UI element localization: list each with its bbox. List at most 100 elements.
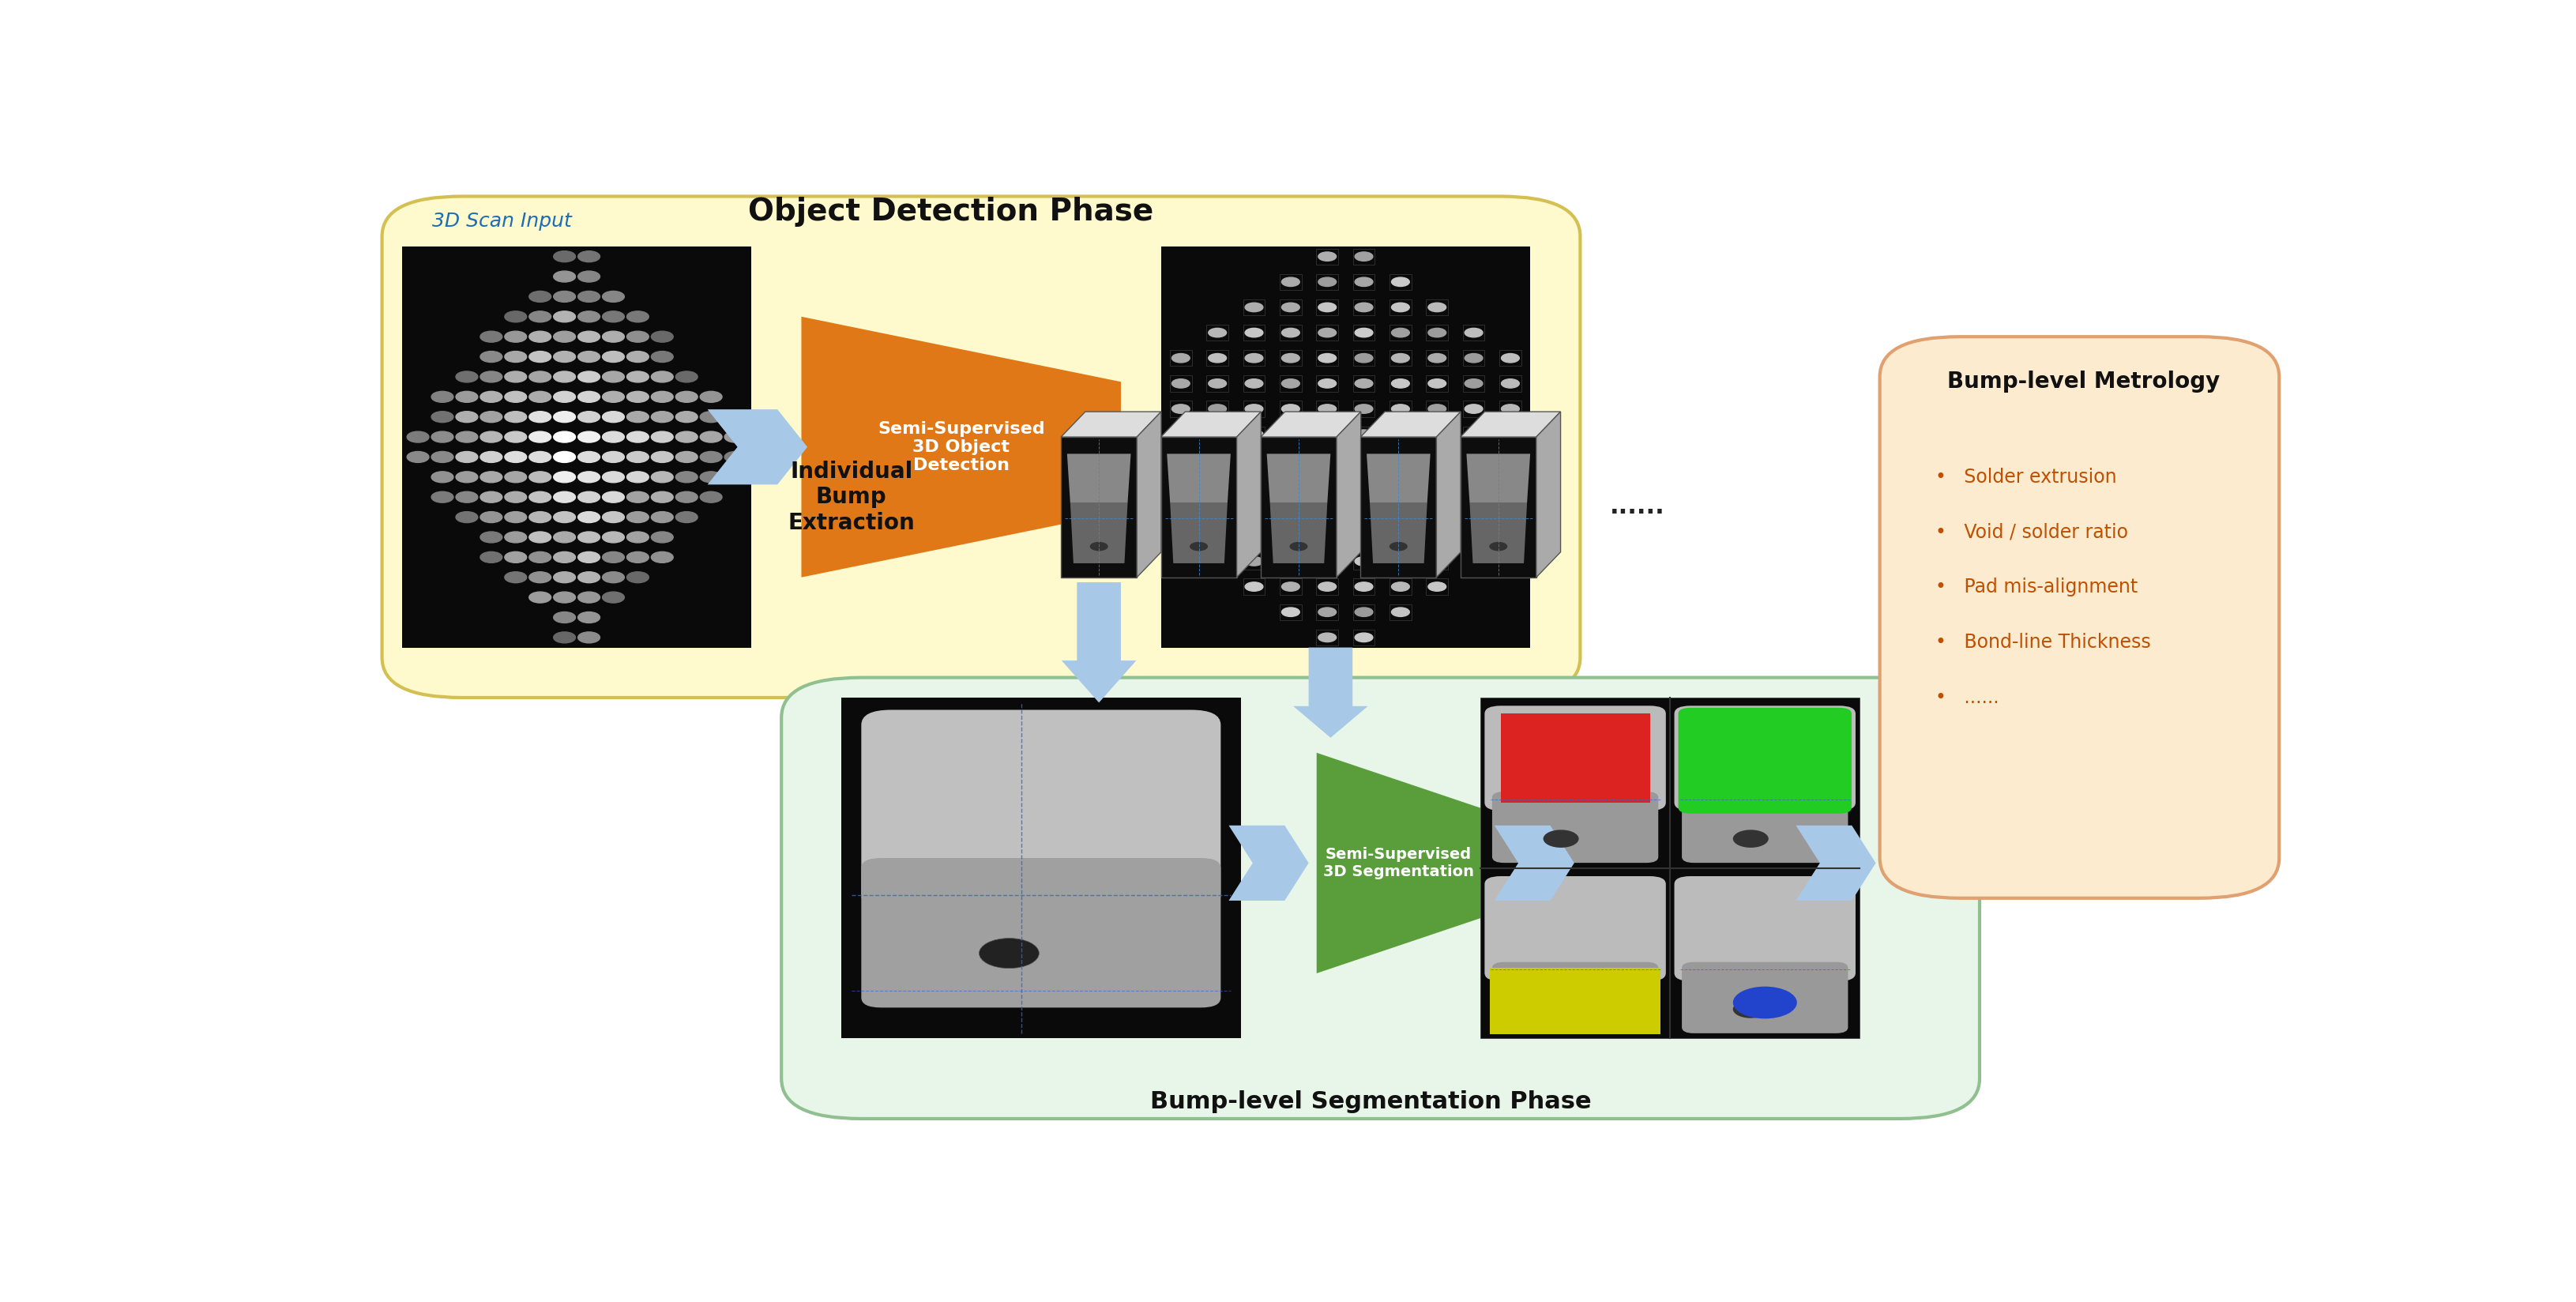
Bar (1170, 401, 1193, 417)
Text: ......: ...... (1610, 496, 1664, 518)
Circle shape (528, 311, 551, 322)
Circle shape (554, 271, 574, 283)
Text: 3D Scan Input: 3D Scan Input (433, 212, 572, 230)
Bar (1499, 527, 1520, 544)
Polygon shape (1337, 411, 1360, 577)
Circle shape (1463, 405, 1481, 414)
Bar (1242, 553, 1265, 569)
Circle shape (456, 371, 477, 383)
Circle shape (1319, 253, 1337, 260)
Circle shape (554, 592, 574, 603)
Circle shape (1427, 328, 1445, 337)
Bar (1352, 477, 1376, 493)
Circle shape (577, 431, 600, 443)
Polygon shape (1170, 503, 1226, 564)
Circle shape (1244, 506, 1262, 516)
Circle shape (1463, 456, 1481, 465)
Circle shape (479, 531, 502, 543)
Circle shape (554, 292, 574, 302)
Circle shape (1427, 430, 1445, 439)
Circle shape (577, 471, 600, 483)
Circle shape (1208, 379, 1226, 388)
Circle shape (1319, 405, 1337, 414)
Bar (1463, 477, 1484, 493)
Circle shape (1208, 328, 1226, 337)
Circle shape (505, 471, 526, 483)
Circle shape (577, 292, 600, 302)
Bar (1170, 477, 1193, 493)
Circle shape (701, 452, 721, 462)
Circle shape (1427, 480, 1445, 490)
Circle shape (724, 431, 747, 443)
Bar (1499, 452, 1520, 467)
Circle shape (1355, 506, 1373, 516)
Circle shape (1543, 829, 1579, 848)
Bar (1499, 477, 1520, 493)
Circle shape (505, 492, 526, 503)
Circle shape (1244, 354, 1262, 362)
Circle shape (626, 512, 649, 522)
Polygon shape (1236, 411, 1260, 577)
Circle shape (505, 352, 526, 362)
Circle shape (505, 371, 526, 383)
Circle shape (1463, 328, 1481, 337)
Circle shape (456, 471, 477, 483)
Circle shape (626, 431, 649, 443)
Polygon shape (1468, 503, 1528, 564)
Polygon shape (1293, 647, 1368, 738)
Circle shape (1463, 379, 1481, 388)
Circle shape (554, 631, 574, 643)
Bar (1280, 477, 1301, 493)
Circle shape (554, 251, 574, 262)
Polygon shape (1270, 503, 1327, 564)
Circle shape (652, 411, 672, 422)
Circle shape (603, 431, 623, 443)
Circle shape (577, 411, 600, 422)
Circle shape (1172, 480, 1190, 490)
Bar (1206, 452, 1229, 467)
Circle shape (479, 492, 502, 503)
Circle shape (479, 352, 502, 362)
Bar (1425, 324, 1448, 341)
Bar (1206, 553, 1229, 569)
Circle shape (1502, 531, 1520, 540)
Text: •   Bond-line Thickness: • Bond-line Thickness (1935, 633, 2151, 652)
Circle shape (1463, 430, 1481, 439)
Circle shape (1172, 354, 1190, 362)
Circle shape (1427, 506, 1445, 516)
Circle shape (1280, 379, 1298, 388)
Circle shape (1244, 430, 1262, 439)
Circle shape (1319, 506, 1337, 516)
Bar (1352, 629, 1376, 646)
Circle shape (1190, 542, 1208, 551)
Circle shape (505, 311, 526, 322)
Circle shape (505, 531, 526, 543)
Bar (1388, 527, 1412, 544)
Bar (1388, 604, 1412, 620)
Circle shape (1244, 379, 1262, 388)
Polygon shape (1267, 454, 1329, 503)
Circle shape (577, 631, 600, 643)
Polygon shape (1113, 417, 1162, 477)
Polygon shape (1494, 825, 1574, 901)
Circle shape (1319, 582, 1337, 591)
Bar (1280, 350, 1301, 366)
Bar (840, 698, 1242, 1039)
Circle shape (675, 431, 698, 443)
Circle shape (603, 552, 623, 562)
Bar (1425, 375, 1448, 392)
Circle shape (675, 411, 698, 422)
Bar (1280, 553, 1301, 569)
Bar (1206, 477, 1229, 493)
Circle shape (528, 452, 551, 462)
Circle shape (479, 552, 502, 562)
Bar (1242, 375, 1265, 392)
FancyBboxPatch shape (381, 197, 1579, 698)
Circle shape (626, 371, 649, 383)
Bar (1242, 350, 1265, 366)
Circle shape (1172, 379, 1190, 388)
Circle shape (701, 492, 721, 503)
Circle shape (554, 452, 574, 462)
Bar (1242, 477, 1265, 493)
Bar (1280, 452, 1301, 467)
